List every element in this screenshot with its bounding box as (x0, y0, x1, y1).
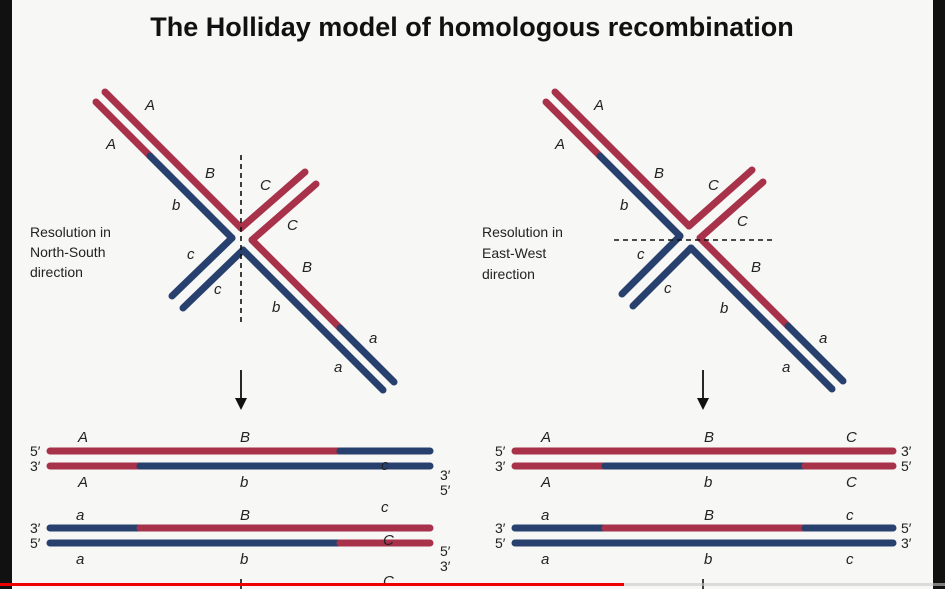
end-label: 3′ (440, 558, 451, 574)
left-product-1 (46, 447, 434, 470)
end-label: 3′ (440, 467, 451, 483)
right-label: b (720, 300, 728, 317)
locus-label: A (77, 474, 88, 491)
end-label: 3′ (901, 535, 912, 551)
right-note-line: East-West (482, 245, 546, 261)
left-strand-segment (92, 98, 154, 160)
end-label: 5′ (901, 458, 912, 474)
end-label: 3′ (495, 520, 506, 536)
left-label: B (302, 259, 312, 276)
locus-label: b (704, 551, 712, 568)
right-label: C (737, 213, 748, 230)
locus-label: b (240, 474, 248, 491)
right-label: a (782, 359, 790, 376)
locus-label: c (846, 507, 854, 524)
left-label: A (105, 136, 116, 153)
left-label: c (187, 246, 195, 263)
right-label: A (554, 136, 565, 153)
locus-label: a (76, 507, 84, 524)
left-label: b (172, 197, 180, 214)
right-label: B (654, 165, 664, 182)
left-label: c (214, 281, 222, 298)
left-strand-segment (101, 88, 154, 141)
letterbox-left (0, 0, 12, 589)
end-label: 3′ (30, 458, 41, 474)
locus-label: C (383, 532, 394, 549)
left-note-line: North-South (30, 244, 105, 260)
left-label: a (334, 359, 342, 376)
end-label: 3′ (901, 443, 912, 459)
left-product-2 (46, 524, 434, 547)
right-note-line: Resolution in (482, 224, 563, 240)
left-label: C (260, 177, 271, 194)
left-strand-segment (248, 180, 320, 244)
locus-label: A (77, 429, 88, 446)
left-note-line: direction (30, 264, 83, 280)
end-label: 3′ (495, 458, 506, 474)
locus-label: A (540, 474, 551, 491)
left-strand-segment (248, 236, 344, 332)
left-holliday-junction (92, 88, 398, 394)
end-label: 5′ (30, 443, 41, 459)
locus-label: C (846, 474, 857, 491)
right-label: A (593, 97, 604, 114)
left-label: C (287, 217, 298, 234)
end-label: 5′ (30, 535, 41, 551)
locus-label: a (541, 551, 549, 568)
locus-label: c (381, 457, 389, 474)
left-label: a (369, 330, 377, 347)
end-label: 5′ (901, 520, 912, 536)
left-down-arrow (235, 370, 247, 410)
locus-label: b (704, 474, 712, 491)
locus-label: B (240, 507, 250, 524)
left-label: A (144, 97, 155, 114)
locus-label: b (240, 551, 248, 568)
slide-title: The Holliday model of homologous recombi… (150, 12, 794, 42)
left-strand-segment (179, 246, 247, 312)
left-strand-segment (237, 168, 309, 232)
right-label: c (637, 246, 645, 263)
video-progress-bar[interactable] (0, 583, 945, 586)
locus-label: C (383, 573, 394, 589)
locus-label: c (381, 499, 389, 516)
left-strand-segment (336, 324, 398, 386)
right-holliday-junction (542, 88, 847, 393)
locus-label: a (541, 507, 549, 524)
locus-label: c (846, 551, 854, 568)
end-label: 5′ (495, 535, 506, 551)
right-label: B (751, 259, 761, 276)
locus-label: B (240, 429, 250, 446)
locus-label: B (704, 507, 714, 524)
left-strand-segment (168, 234, 236, 300)
left-strand-segment (146, 152, 236, 242)
right-down-arrow (697, 370, 709, 410)
locus-label: A (540, 429, 551, 446)
letterbox-right (933, 0, 945, 589)
right-label: C (708, 177, 719, 194)
end-label: 3′ (30, 520, 41, 536)
left-label: b (272, 299, 280, 316)
right-label: c (664, 280, 672, 297)
right-label: b (620, 197, 628, 214)
end-label: 5′ (495, 443, 506, 459)
video-progress-fill (0, 583, 624, 586)
right-product-2 (511, 524, 897, 547)
end-label: 5′ (440, 543, 451, 559)
right-product-1 (511, 447, 897, 470)
right-label: a (819, 330, 827, 347)
end-label: 5′ (440, 482, 451, 498)
locus-label: a (76, 551, 84, 568)
right-note-line: direction (482, 266, 535, 282)
locus-label: B (704, 429, 714, 446)
left-strand-segment (146, 133, 245, 232)
left-strand-segment (239, 246, 387, 394)
locus-label: C (846, 429, 857, 446)
left-label: B (205, 165, 215, 182)
left-note-line: Resolution in (30, 224, 111, 240)
